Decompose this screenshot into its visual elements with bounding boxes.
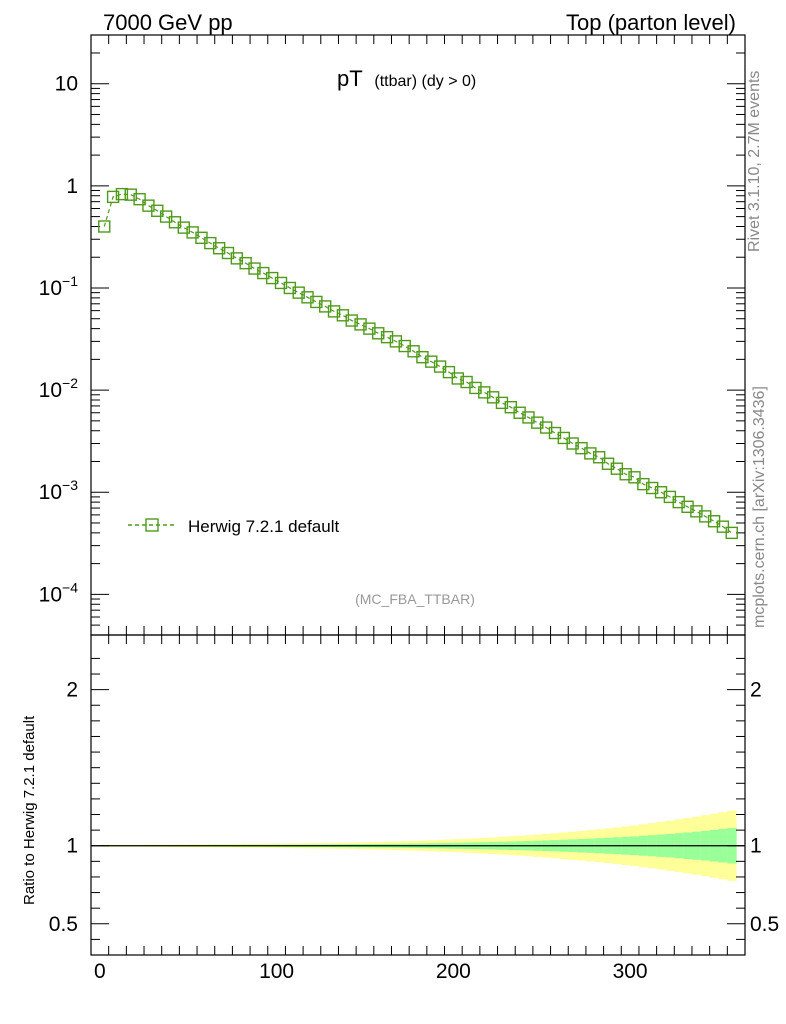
ratio-frame [90, 634, 746, 956]
data-point [124, 188, 137, 201]
y-tick-mantissa: 1 [66, 175, 78, 198]
data-point [345, 314, 358, 327]
ratio-panel: 0.5 0.5 1 1 2 2 [49, 634, 779, 956]
data-point [212, 242, 226, 255]
data-point [301, 291, 314, 304]
x-tick-label: 200 [436, 960, 471, 983]
analysis-label: (MC_FBA_TTBAR) [355, 591, 475, 607]
data-point [354, 318, 367, 331]
header-left-title: 7000 GeV pp [103, 10, 233, 35]
y-tick-label: 10−4 [39, 579, 79, 606]
ratio-axis-ticks [90, 635, 746, 955]
data-point [654, 486, 668, 499]
data-point [292, 286, 305, 299]
data-point [646, 481, 659, 495]
mcplots-label: mcplots.cern.ch [arXiv:1306.3436] [751, 386, 768, 628]
y-tick-mantissa: 10 [39, 583, 62, 606]
data-point [566, 437, 579, 450]
x-tick-labels: 0 100 200 300 [94, 960, 648, 983]
data-point [495, 396, 509, 410]
data-point [230, 252, 244, 265]
data-point [283, 281, 297, 295]
data-point [372, 327, 385, 340]
series-line [103, 193, 733, 534]
ratio-ylabel: Ratio to Herwig 7.2.1 default [21, 715, 38, 905]
data-point [681, 500, 694, 514]
y-tick-exponent: −4 [62, 579, 78, 595]
plot-title-sub: (ttbar) (dy > 0) [374, 73, 476, 90]
plot-title: pT (ttbar) (dy > 0) [337, 66, 476, 91]
x-tick-label: 100 [259, 960, 294, 983]
y-tick-exponent: −3 [62, 477, 78, 493]
ratio-y-tick-label-left: 0.5 [49, 913, 78, 936]
data-point [584, 447, 597, 460]
data-point [248, 262, 261, 275]
x-tick-label: 300 [613, 960, 648, 983]
y-tick-mantissa: 10 [39, 379, 62, 402]
data-point [592, 451, 606, 464]
y-tick-mantissa: 10 [55, 73, 78, 96]
ratio-y-tick-label-left: 1 [66, 835, 78, 858]
data-point [619, 468, 632, 481]
data-point [327, 305, 341, 318]
legend: Herwig 7.2.1 default [128, 517, 339, 536]
y-tick-mantissa: 10 [39, 277, 62, 300]
data-point [106, 190, 120, 204]
legend-entry-label: Herwig 7.2.1 default [188, 517, 339, 536]
data-point [416, 350, 429, 364]
y-tick-label: 10−3 [39, 477, 79, 504]
data-point [672, 495, 685, 509]
data-point [389, 335, 403, 348]
x-tick-label: 0 [94, 960, 106, 983]
ratio-y-tick-labels: 0.5 0.5 1 1 2 2 [49, 679, 779, 936]
main-series [98, 187, 738, 540]
data-point [469, 381, 482, 395]
data-point [637, 477, 650, 491]
plot-title-main: pT [337, 66, 362, 91]
data-point [451, 372, 464, 385]
data-point [177, 221, 190, 234]
data-point [513, 406, 526, 419]
data-point [628, 471, 641, 484]
y-tick-label: 10 [55, 73, 78, 96]
data-point [380, 330, 394, 344]
data-point [310, 295, 323, 309]
y-tick-label: 1 [66, 175, 78, 198]
header-right-title: Top (parton level) [566, 10, 736, 35]
data-point [115, 187, 129, 201]
y-tick-exponent: −2 [62, 375, 78, 391]
data-point [98, 220, 111, 233]
data-point [442, 365, 456, 379]
main-frame [90, 34, 746, 636]
ratio-y-tick-label-right: 2 [750, 679, 762, 702]
ratio-y-tick-label-left: 2 [66, 679, 78, 702]
ratio-y-tick-label-right: 1 [750, 835, 762, 858]
legend-marker [145, 518, 159, 532]
y-tick-exponent: −1 [62, 273, 78, 289]
y-tick-label: 10−1 [39, 273, 79, 300]
data-point [363, 322, 376, 335]
data-point [133, 193, 146, 206]
rivet-label: Rivet 3.1.10, 2.7M events [746, 71, 763, 252]
y-tick-mantissa: 10 [39, 481, 62, 504]
ratio-y-tick-label-right: 0.5 [750, 913, 779, 936]
y-tick-label: 10−2 [39, 375, 79, 402]
data-point [725, 526, 738, 540]
main-axis-ticks [90, 34, 746, 636]
